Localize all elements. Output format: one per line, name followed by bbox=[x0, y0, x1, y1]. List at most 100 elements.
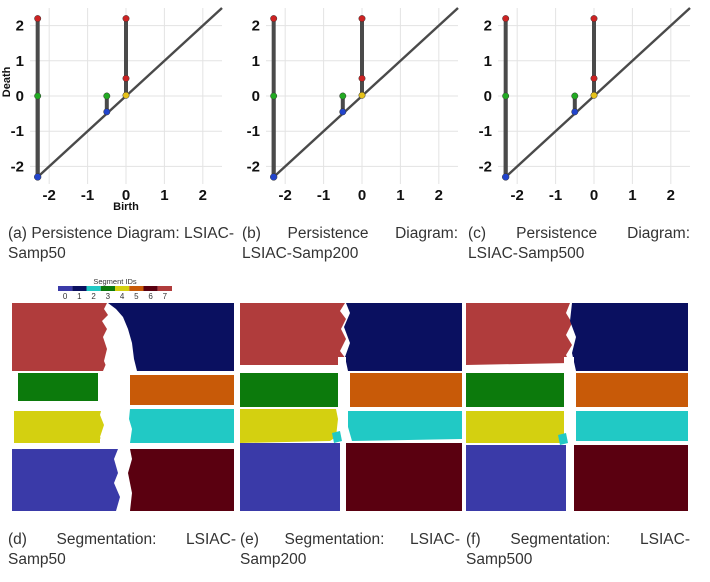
legend-swatch bbox=[86, 286, 101, 291]
segment-6 bbox=[346, 443, 462, 511]
x-tick-label: -2 bbox=[279, 187, 292, 204]
y-tick-label: 0 bbox=[484, 88, 492, 105]
white-gap bbox=[338, 357, 346, 443]
x-tick-label: -1 bbox=[317, 187, 330, 204]
caption-d: (d) Segmentation: LSIAC-Samp50 bbox=[8, 531, 236, 568]
persistence-point bbox=[502, 173, 510, 181]
legend-swatch bbox=[72, 286, 87, 291]
persistence-point bbox=[270, 15, 278, 23]
legend-tick-label: 3 bbox=[106, 292, 111, 301]
legend-swatch bbox=[115, 286, 130, 291]
legend-swatch bbox=[129, 286, 144, 291]
y-tick-label: -1 bbox=[11, 123, 24, 140]
caption-b: (b) Persistence Diagram: LSIAC-Samp200 bbox=[242, 225, 458, 262]
legend-title: Segment IDs bbox=[93, 277, 137, 286]
persistence-point bbox=[122, 91, 130, 99]
x-tick-label: 0 bbox=[358, 187, 366, 204]
x-tick-label: -1 bbox=[81, 187, 94, 204]
caption-e: (e) Segmentation: LSIAC-Samp200 bbox=[240, 531, 460, 568]
segment-3 bbox=[18, 373, 98, 401]
y-tick-label: -1 bbox=[247, 123, 260, 140]
cyan-fragment bbox=[558, 433, 568, 445]
segmentation-d bbox=[12, 303, 234, 511]
segmentation-f bbox=[466, 303, 688, 511]
diagonal-line bbox=[502, 7, 691, 180]
segment-6 bbox=[128, 449, 234, 511]
segment-2 bbox=[129, 409, 234, 443]
y-tick-label: 1 bbox=[16, 53, 24, 70]
y-tick-label: 1 bbox=[484, 53, 492, 70]
persistence-point bbox=[590, 91, 598, 99]
legend-tick-label: 5 bbox=[134, 292, 139, 301]
x-axis-label: Birth bbox=[113, 201, 139, 213]
segment-7 bbox=[12, 303, 108, 371]
persistence-point bbox=[358, 91, 366, 99]
y-tick-label: 2 bbox=[484, 18, 492, 35]
persistence-point bbox=[122, 15, 130, 23]
persistence-point bbox=[502, 15, 510, 23]
segment-6 bbox=[574, 445, 688, 511]
y-tick-label: 2 bbox=[16, 18, 24, 35]
persistence-point bbox=[358, 74, 366, 82]
persistence-diagram-c: -2 -2 -1 -1 0 0 1 1 2 2 bbox=[468, 0, 698, 215]
persistence-point bbox=[34, 173, 42, 181]
segment-4 bbox=[466, 411, 564, 443]
segment-0 bbox=[12, 449, 120, 511]
segment-7 bbox=[466, 303, 572, 365]
caption-c: (c) Persistence Diagram: LSIAC-Samp500 bbox=[468, 225, 690, 262]
segment-7 bbox=[240, 303, 346, 365]
persistence-point bbox=[571, 108, 579, 116]
segment-1 bbox=[108, 303, 234, 371]
diagonal-line bbox=[270, 7, 459, 180]
legend-tick-label: 4 bbox=[120, 292, 125, 301]
legend-tick-label: 2 bbox=[91, 292, 96, 301]
legend-swatch bbox=[157, 286, 172, 291]
y-tick-label: -2 bbox=[11, 158, 24, 175]
legend-tick-label: 7 bbox=[163, 292, 168, 301]
segment-3 bbox=[466, 373, 564, 407]
cyan-fragment bbox=[332, 431, 342, 443]
persistence-point bbox=[103, 92, 111, 100]
white-gap bbox=[98, 355, 124, 443]
persistence-point bbox=[590, 15, 598, 23]
x-tick-label: 2 bbox=[667, 187, 675, 204]
y-tick-label: -2 bbox=[479, 158, 492, 175]
segment-2 bbox=[348, 411, 462, 441]
persistence-point bbox=[358, 15, 366, 23]
x-tick-label: -2 bbox=[43, 187, 56, 204]
persistence-diagram-a: -2 -2 -1 -1 0 0 1 1 2 2 Birth Death bbox=[0, 0, 230, 215]
legend-swatch bbox=[143, 286, 158, 291]
legend-swatch bbox=[58, 286, 73, 291]
x-tick-label: 1 bbox=[628, 187, 636, 204]
x-tick-label: -2 bbox=[511, 187, 524, 204]
persistence-point bbox=[34, 15, 42, 23]
x-tick-label: 0 bbox=[590, 187, 598, 204]
segment-4 bbox=[14, 411, 106, 443]
legend-tick-label: 0 bbox=[63, 292, 68, 301]
x-tick-label: 0 bbox=[122, 187, 130, 204]
y-tick-label: -2 bbox=[247, 158, 260, 175]
caption-a: (a) Persistence Diagram: LSIAC-Samp50 bbox=[8, 225, 234, 262]
y-tick-label: 2 bbox=[252, 18, 260, 35]
y-tick-label: 0 bbox=[252, 88, 260, 105]
segment-1 bbox=[570, 303, 688, 371]
persistence-point bbox=[270, 92, 278, 100]
caption-f: (f) Segmentation: LSIAC-Samp500 bbox=[466, 531, 690, 568]
diagonal-line bbox=[34, 7, 223, 180]
segment-5 bbox=[576, 373, 688, 407]
segmentation-e bbox=[240, 303, 462, 511]
persistence-point bbox=[502, 92, 510, 100]
legend-tick-label: 6 bbox=[148, 292, 153, 301]
x-tick-label: 2 bbox=[435, 187, 443, 204]
persistence-point bbox=[571, 92, 579, 100]
persistence-point bbox=[339, 108, 347, 116]
segment-0 bbox=[240, 443, 340, 511]
segment-3 bbox=[240, 373, 338, 407]
persistence-point bbox=[34, 92, 42, 100]
persistence-point bbox=[103, 108, 111, 116]
x-tick-label: 2 bbox=[199, 187, 207, 204]
persistence-point bbox=[122, 74, 130, 82]
x-tick-label: 1 bbox=[160, 187, 168, 204]
segment-1 bbox=[344, 303, 462, 371]
